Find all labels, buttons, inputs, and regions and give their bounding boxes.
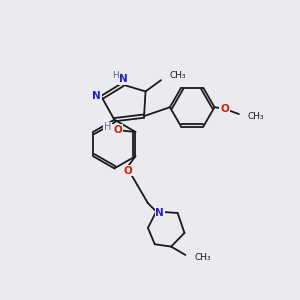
Text: CH₃: CH₃ <box>169 71 186 80</box>
Text: CH₃: CH₃ <box>248 112 264 121</box>
Text: N: N <box>155 208 164 218</box>
Text: O: O <box>220 104 229 114</box>
Text: N: N <box>92 91 101 101</box>
Text: N: N <box>119 74 128 84</box>
Text: CH₃: CH₃ <box>194 254 211 262</box>
Text: O: O <box>123 166 132 176</box>
Text: O: O <box>113 125 122 135</box>
Text: H: H <box>112 70 119 80</box>
Text: H: H <box>104 122 112 132</box>
